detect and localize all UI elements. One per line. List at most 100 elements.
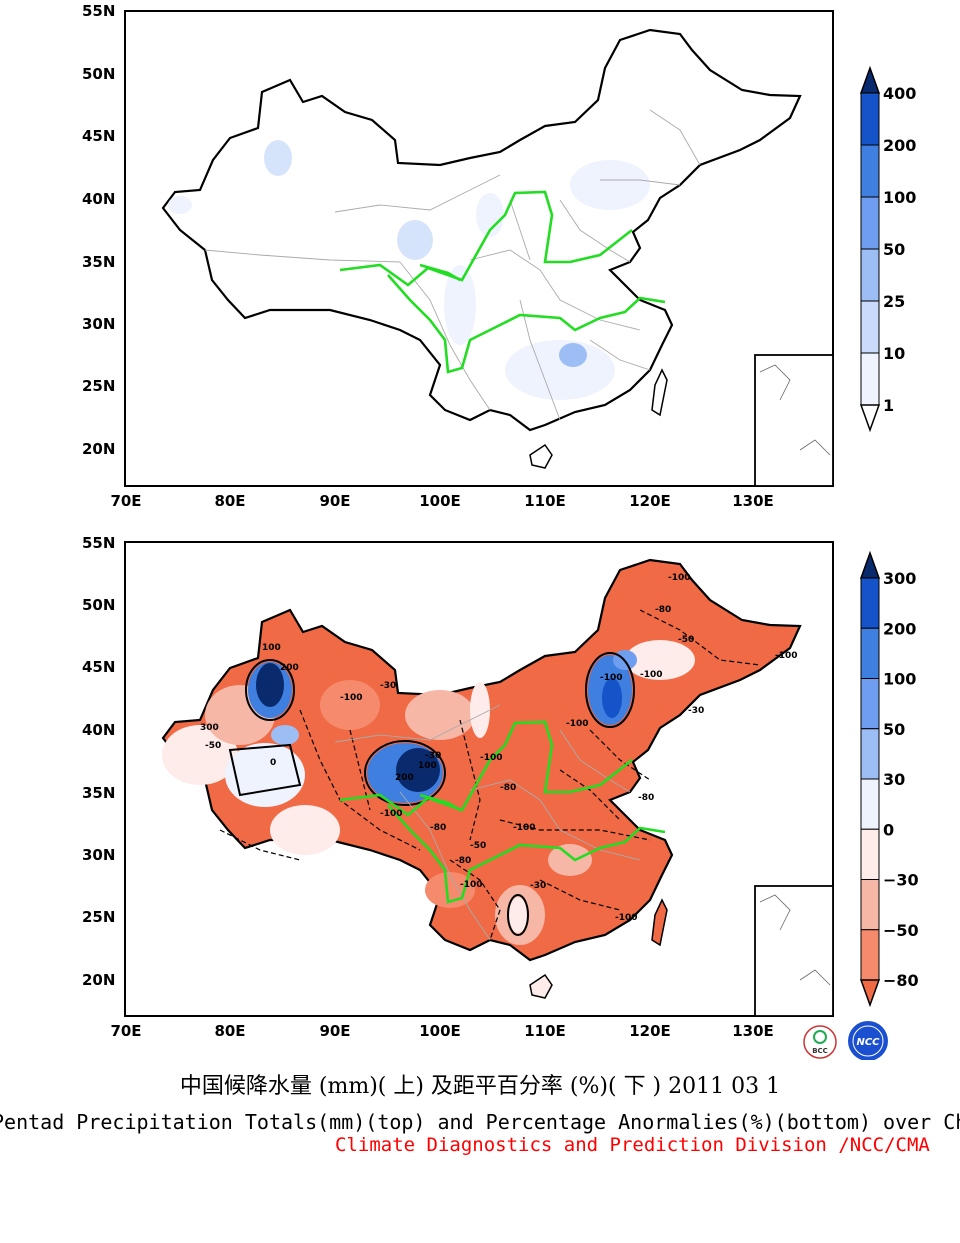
contour-label: -100 [460, 880, 483, 890]
colorbar-swatch [860, 248, 880, 302]
colorbar-label: 30 [883, 770, 905, 789]
chart-title-english: Pentad Precipitation Totals(mm)(top) and… [0, 1110, 960, 1134]
contour-label: -80 [500, 783, 516, 793]
ncc-logo: NCC [848, 1021, 888, 1060]
colorbar-cap [859, 65, 881, 94]
lon-label: 120E [629, 1022, 671, 1040]
lat-label: 25N [82, 908, 115, 926]
contour-label: -100 [566, 719, 589, 729]
ncc-logo-text: NCC [856, 1037, 880, 1048]
colorbar-swatch [860, 879, 880, 931]
lat-label: 25N [82, 377, 115, 395]
contour-label: -100 [668, 573, 691, 583]
colorbar-swatch [860, 627, 880, 679]
top-taiwan [651, 368, 668, 417]
credit-line: Climate Diagnostics and Prediction Divis… [335, 1134, 930, 1156]
colorbar-label: 300 [883, 569, 916, 588]
colorbar-cap [859, 550, 881, 579]
colorbar-label: 50 [883, 720, 905, 739]
contour-label: 200 [395, 773, 414, 783]
top-map: 55N 50N 45N 40N 35N 30N 25N 20N 70E 80E … [82, 2, 916, 510]
lat-label: 30N [82, 846, 115, 864]
colorbar-swatch [860, 352, 880, 406]
lon-label: 80E [214, 1022, 245, 1040]
lat-label: 40N [82, 721, 115, 739]
lat-label: 45N [82, 127, 115, 145]
top-precip-shading [168, 140, 650, 400]
contour-label: -80 [430, 823, 446, 833]
lon-label: 110E [524, 1022, 566, 1040]
top-lon-labels: 70E 80E 90E 100E 110E 120E 130E [110, 492, 773, 510]
colorbar-label: −50 [883, 921, 919, 940]
lat-label: 40N [82, 190, 115, 208]
colorbar-label: 100 [883, 188, 916, 207]
lon-label: 100E [419, 492, 461, 510]
bottom-contour-labels: -100-80-50-301002003000-100-80-100-100-3… [200, 573, 798, 923]
lon-label: 70E [110, 492, 141, 510]
contour-label: -80 [455, 856, 471, 866]
lat-label: 50N [82, 596, 115, 614]
contour-label: -80 [638, 793, 654, 803]
contour-label: -100 [513, 823, 536, 833]
colorbar-swatch [860, 828, 880, 880]
top-rivers [339, 190, 666, 374]
lat-label: 45N [82, 658, 115, 676]
lat-label: 55N [82, 2, 115, 20]
contour-label: 300 [200, 723, 219, 733]
lon-label: 90E [319, 492, 350, 510]
colorbar-cap [859, 404, 881, 433]
bottom-province-lines [334, 704, 641, 941]
colorbar-swatch [860, 577, 880, 629]
bottom-south-china-sea-inset [754, 885, 834, 1017]
lon-label: 100E [419, 1022, 461, 1040]
chart-title-chinese: 中国候降水量 (mm)( 上) 及距平百分率 (%)( 下 ) 2011 03 … [179, 1074, 781, 1099]
colorbar-label: 100 [883, 670, 916, 689]
lon-label: 80E [214, 492, 245, 510]
bottom-taiwan [651, 898, 668, 947]
contour-label: -30 [425, 751, 441, 761]
colorbar-label: 10 [883, 344, 905, 363]
lon-label: 70E [110, 1022, 141, 1040]
contour-label: -50 [470, 841, 486, 851]
colorbar-label: 1 [883, 396, 894, 415]
colorbar-label: 200 [883, 136, 916, 155]
lon-label: 90E [319, 1022, 350, 1040]
top-province-lines [204, 109, 701, 421]
lat-label: 30N [82, 315, 115, 333]
bottom-hainan [529, 973, 553, 999]
lat-label: 35N [82, 784, 115, 802]
lat-label: 50N [82, 65, 115, 83]
bcc-logo-text: BCC [812, 1047, 828, 1055]
contour-label: -100 [340, 693, 363, 703]
bottom-map: -100-80-50-301002003000-100-80-100-100-3… [82, 534, 919, 1060]
colorbar-label: 0 [883, 820, 894, 839]
colorbar-swatch [860, 300, 880, 354]
contour-label: -100 [380, 809, 403, 819]
contour-label: 200 [280, 663, 299, 673]
bottom-solid-contours [228, 652, 635, 936]
colorbar-swatch [860, 678, 880, 730]
contour-label: -100 [615, 913, 638, 923]
colorbar-cap [859, 979, 881, 1008]
lat-label: 20N [82, 440, 115, 458]
colorbar-label: 400 [883, 84, 916, 103]
contour-label: -50 [205, 741, 221, 751]
contour-label: 100 [418, 761, 437, 771]
contour-label: -100 [480, 753, 503, 763]
contour-label: 100 [262, 643, 281, 653]
contour-label: -100 [775, 651, 798, 661]
contour-label: -30 [530, 881, 546, 891]
lon-label: 120E [629, 492, 671, 510]
colorbar-label: −30 [883, 871, 919, 890]
contour-label: -30 [688, 706, 704, 716]
colorbar-swatch [860, 778, 880, 830]
lon-label: 110E [524, 492, 566, 510]
contour-label: -50 [678, 635, 694, 645]
top-hainan [529, 443, 553, 469]
bottom-rivers [339, 720, 666, 904]
colorbar-swatch [860, 196, 880, 250]
lon-label: 130E [732, 1022, 774, 1040]
contour-label: -100 [640, 670, 663, 680]
colorbar-label: 25 [883, 292, 905, 311]
